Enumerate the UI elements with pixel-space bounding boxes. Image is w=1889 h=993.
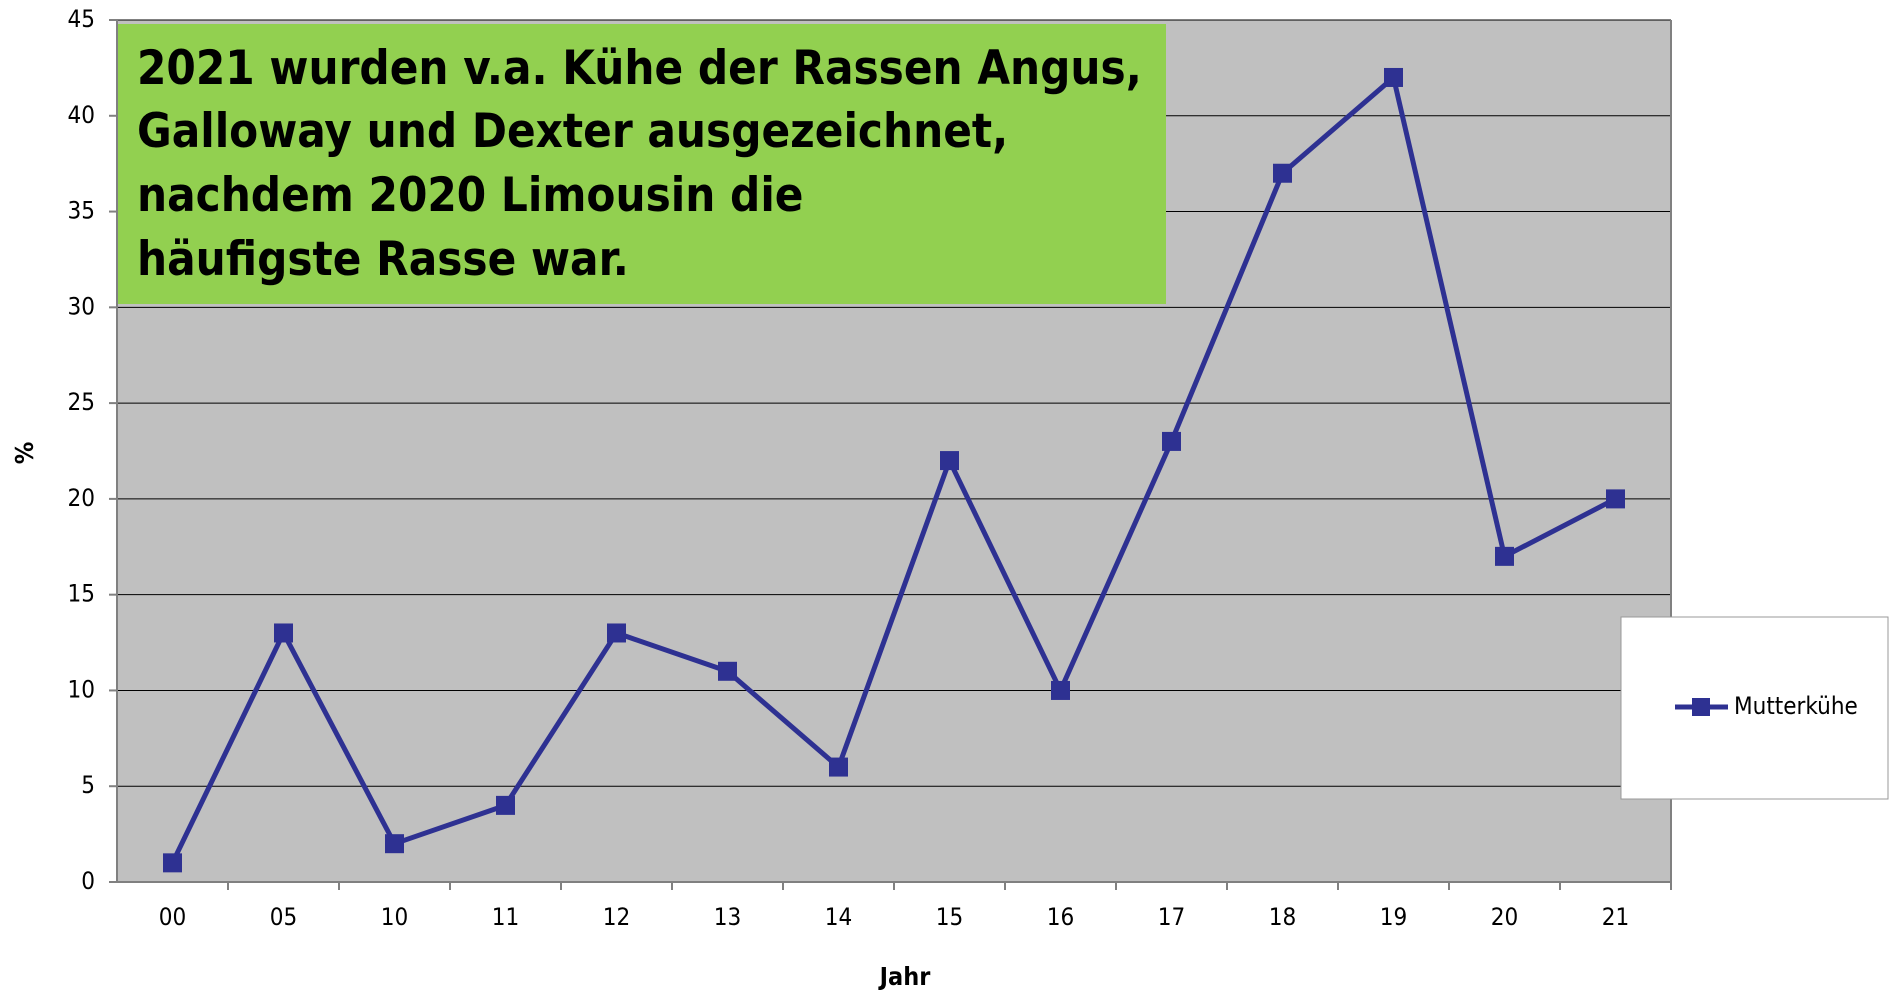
x-tick-label: 14 [825,903,852,931]
annotation-line: Galloway und Dexter ausgezeichnet, [137,104,1008,159]
annotation-box [117,24,1166,304]
y-tick-label: 25 [68,388,95,416]
marker [496,795,515,815]
x-tick-label: 21 [1602,903,1629,931]
y-axis-label: % [10,442,39,465]
x-tick-label: 17 [1158,903,1185,931]
y-tick-label: 5 [81,771,95,799]
annotation-line: 2021 wurden v.a. Kühe der Rassen Angus, [137,41,1142,96]
marker [1273,163,1292,183]
x-tick-label: 11 [492,903,519,931]
y-tick-label: 0 [81,867,95,895]
annotation-line: häufigste Rasse war. [137,232,629,287]
marker [274,623,293,643]
x-tick-label: 19 [1380,903,1407,931]
x-axis-label: Jahr [878,962,932,991]
annotation-line: nachdem 2020 Limousin die [137,168,804,223]
marker [1162,431,1181,451]
y-tick-label: 30 [68,292,95,320]
marker [829,757,848,777]
marker [1384,67,1403,87]
x-tick-label: 18 [1269,903,1296,931]
marker [1606,489,1625,509]
x-tick-label: 13 [714,903,741,931]
x-tick-label: 20 [1491,903,1518,931]
legend-label: Mutterkühe [1734,692,1858,720]
x-tick-label: 16 [1047,903,1074,931]
y-tick-label: 20 [68,484,95,512]
marker [385,834,404,854]
marker [718,661,737,681]
y-tick-label: 40 [68,101,95,129]
marker [163,853,182,873]
x-tick-label: 05 [270,903,297,931]
series-line [170,74,1617,864]
y-tick-label: 35 [68,197,95,225]
marker [607,623,626,643]
y-tick-label: 15 [68,580,95,608]
y-tick-label: 45 [68,5,95,33]
x-tick-label: 12 [603,903,630,931]
legend-marker [1692,698,1710,716]
y-tick-label: 10 [68,675,95,703]
legend-box [1620,616,1889,800]
marker [1051,680,1070,700]
x-tick-label: 10 [381,903,408,931]
x-tick-label: 00 [159,903,186,931]
marker [1495,546,1514,566]
marker [940,451,959,471]
x-tick-label: 15 [936,903,963,931]
